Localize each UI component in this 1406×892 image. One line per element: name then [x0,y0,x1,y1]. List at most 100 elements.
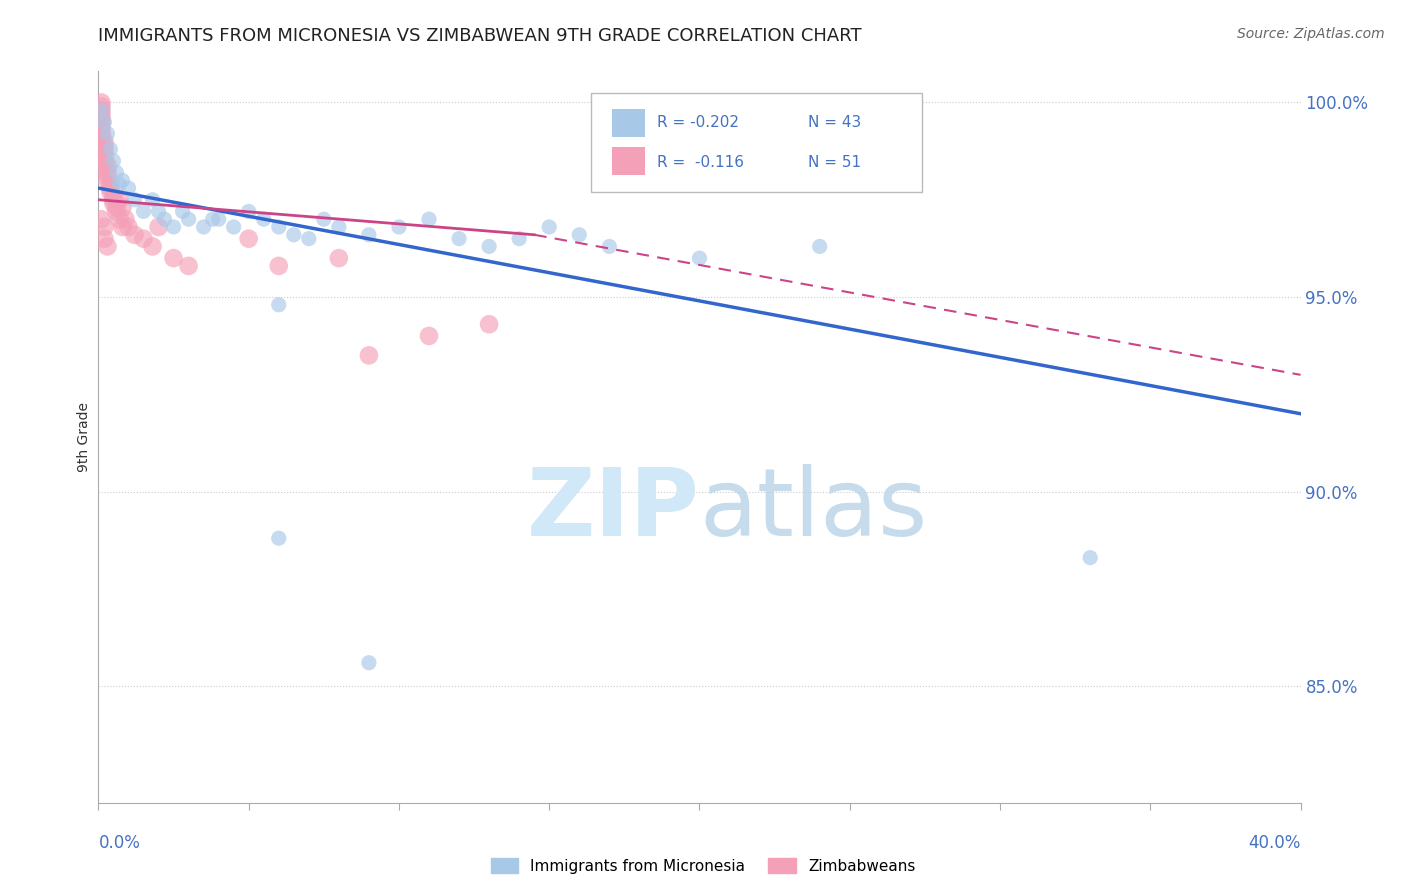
Point [162,251,184,265]
Text: N = 43: N = 43 [807,115,860,130]
Point [90,103,112,118]
Point [93,150,115,164]
Point [90,122,112,136]
Point [808,239,831,253]
Point [132,232,155,246]
Point [103,196,125,211]
Point [90,130,112,145]
Point [689,251,711,265]
Point [108,193,131,207]
Point [148,219,170,234]
Bar [612,110,645,137]
Point [100,181,122,195]
Point [124,227,146,242]
Text: ZIP: ZIP [527,464,700,557]
Point [90,212,112,227]
Point [117,181,139,195]
Point [132,204,155,219]
Text: atlas: atlas [700,464,928,557]
Point [103,189,125,203]
Point [90,99,112,113]
FancyBboxPatch shape [592,94,922,192]
Legend: Immigrants from Micronesia, Zimbabweans: Immigrants from Micronesia, Zimbabweans [485,852,921,880]
Point [111,173,134,187]
Point [478,239,501,253]
Point [222,219,245,234]
Point [100,185,122,199]
Point [93,232,115,246]
Point [141,193,163,207]
Bar [612,147,645,175]
Point [90,107,112,121]
Point [90,119,112,133]
Point [267,259,290,273]
Text: N = 51: N = 51 [807,155,860,170]
Point [108,212,131,227]
Point [357,656,380,670]
Point [201,212,224,227]
Point [447,232,470,246]
Point [117,219,139,234]
Point [108,177,131,191]
Point [162,219,184,234]
Point [124,193,146,207]
Point [172,204,194,219]
Point [93,146,115,161]
Text: 40.0%: 40.0% [1249,834,1301,852]
Point [96,165,118,179]
Text: Source: ZipAtlas.com: Source: ZipAtlas.com [1237,27,1385,41]
Point [253,212,276,227]
Point [141,239,163,253]
Point [96,169,118,184]
Point [100,177,122,191]
Point [105,165,128,179]
Point [267,531,290,545]
Point [328,219,350,234]
Point [100,142,122,156]
Point [103,153,125,168]
Point [177,259,200,273]
Point [96,158,118,172]
Point [357,227,380,242]
Point [568,227,591,242]
Text: R =  -0.116: R = -0.116 [658,155,744,170]
Point [283,227,305,242]
Point [598,239,620,253]
Point [90,111,112,125]
Point [508,232,530,246]
Point [148,204,170,219]
Point [538,219,561,234]
Point [93,135,115,149]
Point [418,212,440,227]
Point [96,173,118,187]
Point [93,138,115,153]
Point [96,239,118,253]
Point [208,212,231,227]
Point [328,251,350,265]
Point [96,161,118,176]
Y-axis label: 9th Grade: 9th Grade [77,402,91,472]
Point [111,201,134,215]
Point [1078,550,1101,565]
Text: R = -0.202: R = -0.202 [658,115,740,130]
Point [478,318,501,332]
Text: IMMIGRANTS FROM MICRONESIA VS ZIMBABWEAN 9TH GRADE CORRELATION CHART: IMMIGRANTS FROM MICRONESIA VS ZIMBABWEAN… [98,27,862,45]
Text: 0.0%: 0.0% [98,834,141,852]
Point [238,232,260,246]
Point [298,232,321,246]
Point [105,201,128,215]
Point [93,153,115,168]
Point [93,219,115,234]
Point [90,115,112,129]
Point [418,329,440,343]
Point [357,348,380,362]
Point [388,219,411,234]
Point [114,212,136,227]
Point [153,212,176,227]
Point [177,212,200,227]
Point [312,212,335,227]
Point [267,298,290,312]
Point [93,115,115,129]
Point [90,95,112,110]
Point [267,219,290,234]
